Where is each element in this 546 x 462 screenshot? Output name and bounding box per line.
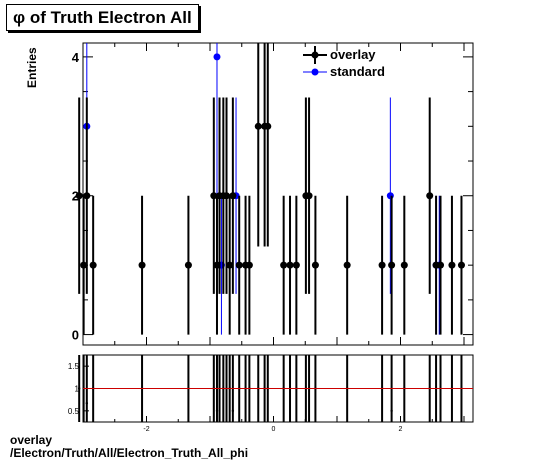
overlay-point [437, 261, 445, 269]
overlay-point [448, 261, 456, 269]
overlay-point [226, 261, 234, 269]
overlay-point [264, 122, 272, 130]
main-panel: Entries 0 2 4 overlay standard [25, 42, 474, 346]
overlay-point [83, 192, 91, 200]
overlay-point [138, 261, 146, 269]
footer-path: /Electron/Truth/All/Electron_Truth_All_p… [10, 446, 249, 460]
overlay-point [75, 192, 83, 200]
overlay-point [210, 192, 218, 200]
ratio-point [390, 409, 393, 413]
overlay-point [388, 261, 396, 269]
y-axis-label: Entries [25, 47, 39, 88]
ratio-y-tick-label: 1 [75, 385, 80, 394]
overlay-point [280, 261, 288, 269]
ratio-point [77, 387, 81, 390]
main-frame [82, 42, 474, 346]
main-axes: 0 2 4 [72, 43, 473, 345]
overlay-point [245, 261, 253, 269]
legend-standard-marker [311, 68, 319, 76]
footer-label: overlay [10, 433, 53, 447]
overlay-point [80, 261, 88, 269]
y-tick-label: 0 [72, 328, 79, 343]
overlay-point [89, 261, 97, 269]
ratio-x-tick-label: 2 [399, 426, 403, 433]
legend: overlay standard [303, 46, 385, 79]
overlay-point [457, 261, 465, 269]
overlay-point [311, 261, 319, 269]
overlay-point [229, 192, 237, 200]
standard-point [386, 192, 394, 200]
overlay-point [400, 261, 408, 269]
ratio-point [85, 402, 89, 405]
ratio-marks [77, 355, 473, 422]
ratio-panel: -2 0 2 0.5 1 1.5 [68, 354, 474, 433]
main-marks [75, 43, 465, 335]
chart-title: φ of Truth Electron All [6, 4, 199, 31]
ratio-x-tick-label: 0 [272, 426, 276, 433]
legend-overlay-label: overlay [330, 47, 376, 62]
overlay-point [223, 192, 231, 200]
overlay-point [254, 122, 262, 130]
ratio-y-tick-label: 1.5 [68, 362, 80, 371]
overlay-point [286, 261, 294, 269]
overlay-point [292, 261, 300, 269]
ratio-point [215, 409, 219, 413]
overlay-point [305, 192, 313, 200]
ratio-point [231, 409, 235, 413]
overlay-point [184, 261, 192, 269]
overlay-point [426, 192, 434, 200]
ratio-y-tick-label: 0.5 [68, 407, 80, 416]
standard-point [213, 53, 221, 61]
legend-standard-label: standard [330, 64, 385, 79]
y-tick-label: 2 [72, 189, 79, 204]
overlay-point [343, 261, 351, 269]
overlay-point [235, 261, 243, 269]
legend-overlay-marker [311, 51, 319, 59]
ratio-x-tick-label: -2 [143, 426, 149, 433]
y-tick-label: 4 [72, 50, 80, 65]
overlay-point [378, 261, 386, 269]
